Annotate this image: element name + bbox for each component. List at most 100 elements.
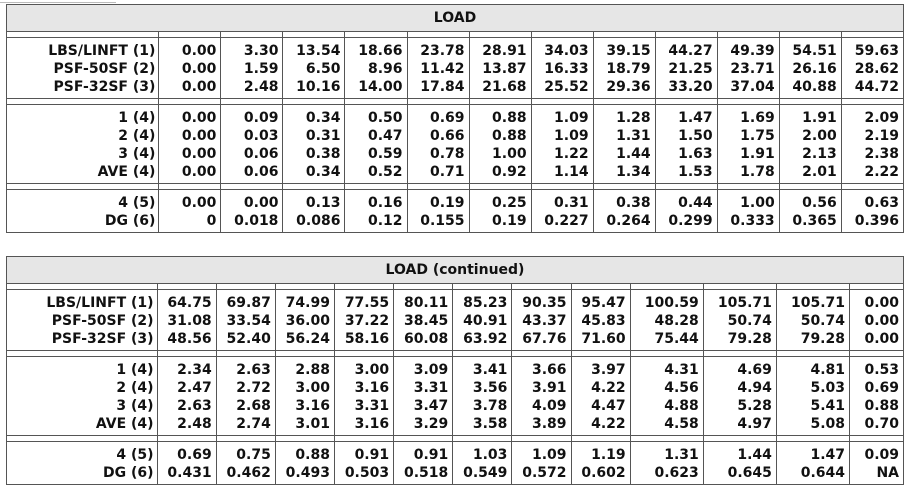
cell-value: 48.56 — [167, 331, 212, 347]
cell-value: 0.69 — [429, 110, 465, 126]
cell-value: 0.13 — [305, 195, 341, 211]
cell-value: 63.92 — [463, 331, 508, 347]
cell-value: 3.01 — [295, 416, 330, 432]
cell-value: 1.31 — [616, 128, 651, 144]
cell-value: 2.34 — [177, 362, 212, 378]
cell-value: 0.00 — [864, 295, 899, 311]
cell-value: 38.45 — [403, 313, 449, 329]
value-cell: 28.91 13.87 21.68 — [468, 37, 532, 99]
cell-value: 0.88 — [492, 110, 527, 126]
cell-value: 0.09 — [864, 447, 899, 463]
value-cell: 34.03 16.33 25.52 — [530, 37, 594, 99]
cell-value: 5.08 — [810, 416, 845, 432]
row-label: PSF-32SF (3) — [51, 331, 154, 347]
cell-value: 2.88 — [295, 362, 330, 378]
cell-value: 39.15 — [606, 43, 651, 59]
cell-value: 0.31 — [554, 195, 589, 211]
row-label: 4 (5) — [116, 447, 154, 463]
row-label: PSF-32SF (3) — [53, 79, 156, 95]
cell-value: 14.00 — [358, 79, 403, 95]
value-cell: 0.69 0.431 — [156, 441, 217, 485]
cell-value: 0.00 — [181, 195, 217, 211]
value-cell: 39.15 18.79 29.36 — [592, 37, 656, 99]
cell-value: 0.503 — [344, 465, 390, 481]
cell-value: 0.09 — [243, 110, 279, 126]
value-cell: 3.97 4.22 4.47 4.22 — [570, 356, 631, 436]
value-cell: 1.28 1.31 1.44 1.34 — [592, 104, 656, 184]
cell-value: 0.63 — [864, 195, 899, 211]
cell-value: 2.74 — [236, 416, 271, 432]
cell-value: 0.59 — [367, 146, 403, 162]
value-cell: 0.56 0.365 — [778, 189, 842, 233]
cell-value: 2.48 — [177, 416, 212, 432]
cell-value: 0.25 — [492, 195, 527, 211]
cell-value: 1.47 — [678, 110, 713, 126]
cell-value: 1.59 — [243, 61, 279, 77]
cell-value: 0.518 — [403, 465, 449, 481]
cell-value: 1.09 — [531, 447, 567, 463]
value-cell: 64.75 31.08 48.56 — [156, 289, 217, 351]
value-cell: 1.19 0.602 — [570, 441, 631, 485]
cell-value: 34.03 — [544, 43, 589, 59]
cell-value: 0.34 — [305, 110, 341, 126]
cell-value: 0.018 — [234, 213, 279, 229]
cell-value: 44.27 — [668, 43, 713, 59]
row-labels: 4 (5) DG (6) — [6, 441, 158, 485]
cell-value: 77.55 — [344, 295, 390, 311]
cell-value: 1.09 — [554, 128, 589, 144]
cell-value: 0.396 — [854, 213, 899, 229]
cell-value: 2.63 — [236, 362, 271, 378]
row-group: 1 (4) 2 (4) 3 (4) AVE (4) 2.34 2.47 2.63 2.48 2.… — [6, 356, 904, 436]
cell-value: 4.58 — [664, 416, 699, 432]
cell-value: 3.31 — [413, 380, 449, 396]
cell-value: 0.00 — [864, 313, 899, 329]
cell-value: 3.66 — [531, 362, 567, 378]
cell-value: 43.37 — [522, 313, 567, 329]
cell-value: 2.72 — [236, 380, 271, 396]
row-group: 4 (5) DG (6) 0.00 0 0.00 0.018 0.13 0.086 0.16 0.… — [5, 189, 905, 233]
value-cell: 0.00 0 — [158, 189, 222, 233]
cell-value: 17.84 — [420, 79, 465, 95]
cell-value: 1.50 — [678, 128, 713, 144]
cell-value: 1.63 — [678, 146, 713, 162]
cell-value: 105.71 — [717, 295, 772, 311]
cell-value: 1.75 — [740, 128, 775, 144]
cell-value: 3.58 — [472, 416, 508, 432]
cell-value: 1.78 — [740, 164, 775, 180]
row-group: 4 (5) DG (6) 0.69 0.431 0.75 0.462 0.88 0.493 0.… — [6, 441, 904, 485]
value-cell: 2.09 2.19 2.38 2.22 — [840, 104, 905, 184]
cell-value: 75.44 — [654, 331, 699, 347]
cell-value: 0.00 — [181, 110, 217, 126]
cell-value: 0.00 — [243, 195, 279, 211]
cell-value: 1.31 — [664, 447, 699, 463]
value-cell: 0.88 0.493 — [274, 441, 335, 485]
value-cell: 0.63 0.396 — [840, 189, 905, 233]
cell-value: 0.00 — [181, 146, 217, 162]
value-cell: 1.31 0.623 — [629, 441, 704, 485]
row-label: LBS/LINFT (1) — [46, 295, 154, 311]
cell-value: 26.16 — [792, 61, 837, 77]
value-cell: 100.59 48.28 75.44 — [629, 289, 704, 351]
value-cell: 0.91 0.518 — [393, 441, 454, 485]
cell-value: 4.22 — [591, 380, 626, 396]
value-cell: 1.69 1.75 1.91 1.78 — [716, 104, 780, 184]
cell-value: 1.00 — [492, 146, 527, 162]
cell-value: 18.66 — [358, 43, 403, 59]
cell-value: 0.06 — [243, 146, 279, 162]
cell-value: 4.97 — [737, 416, 772, 432]
cell-value: 1.44 — [616, 146, 651, 162]
cell-value: NA — [876, 465, 899, 481]
cell-value: 36.00 — [285, 313, 330, 329]
cell-value: 67.76 — [522, 331, 567, 347]
cell-value: 3.78 — [472, 398, 508, 414]
cell-value: 3.31 — [354, 398, 390, 414]
cell-value: 0.19 — [429, 195, 465, 211]
row-label: 3 (4) — [116, 398, 154, 414]
cell-value: 0.644 — [800, 465, 845, 481]
cell-value: 5.41 — [810, 398, 845, 414]
value-cell: 0.75 0.462 — [215, 441, 276, 485]
cell-value: 4.81 — [810, 362, 845, 378]
cell-value: 5.28 — [737, 398, 772, 414]
cell-value: 0.431 — [167, 465, 212, 481]
row-label: DG (6) — [104, 213, 156, 229]
